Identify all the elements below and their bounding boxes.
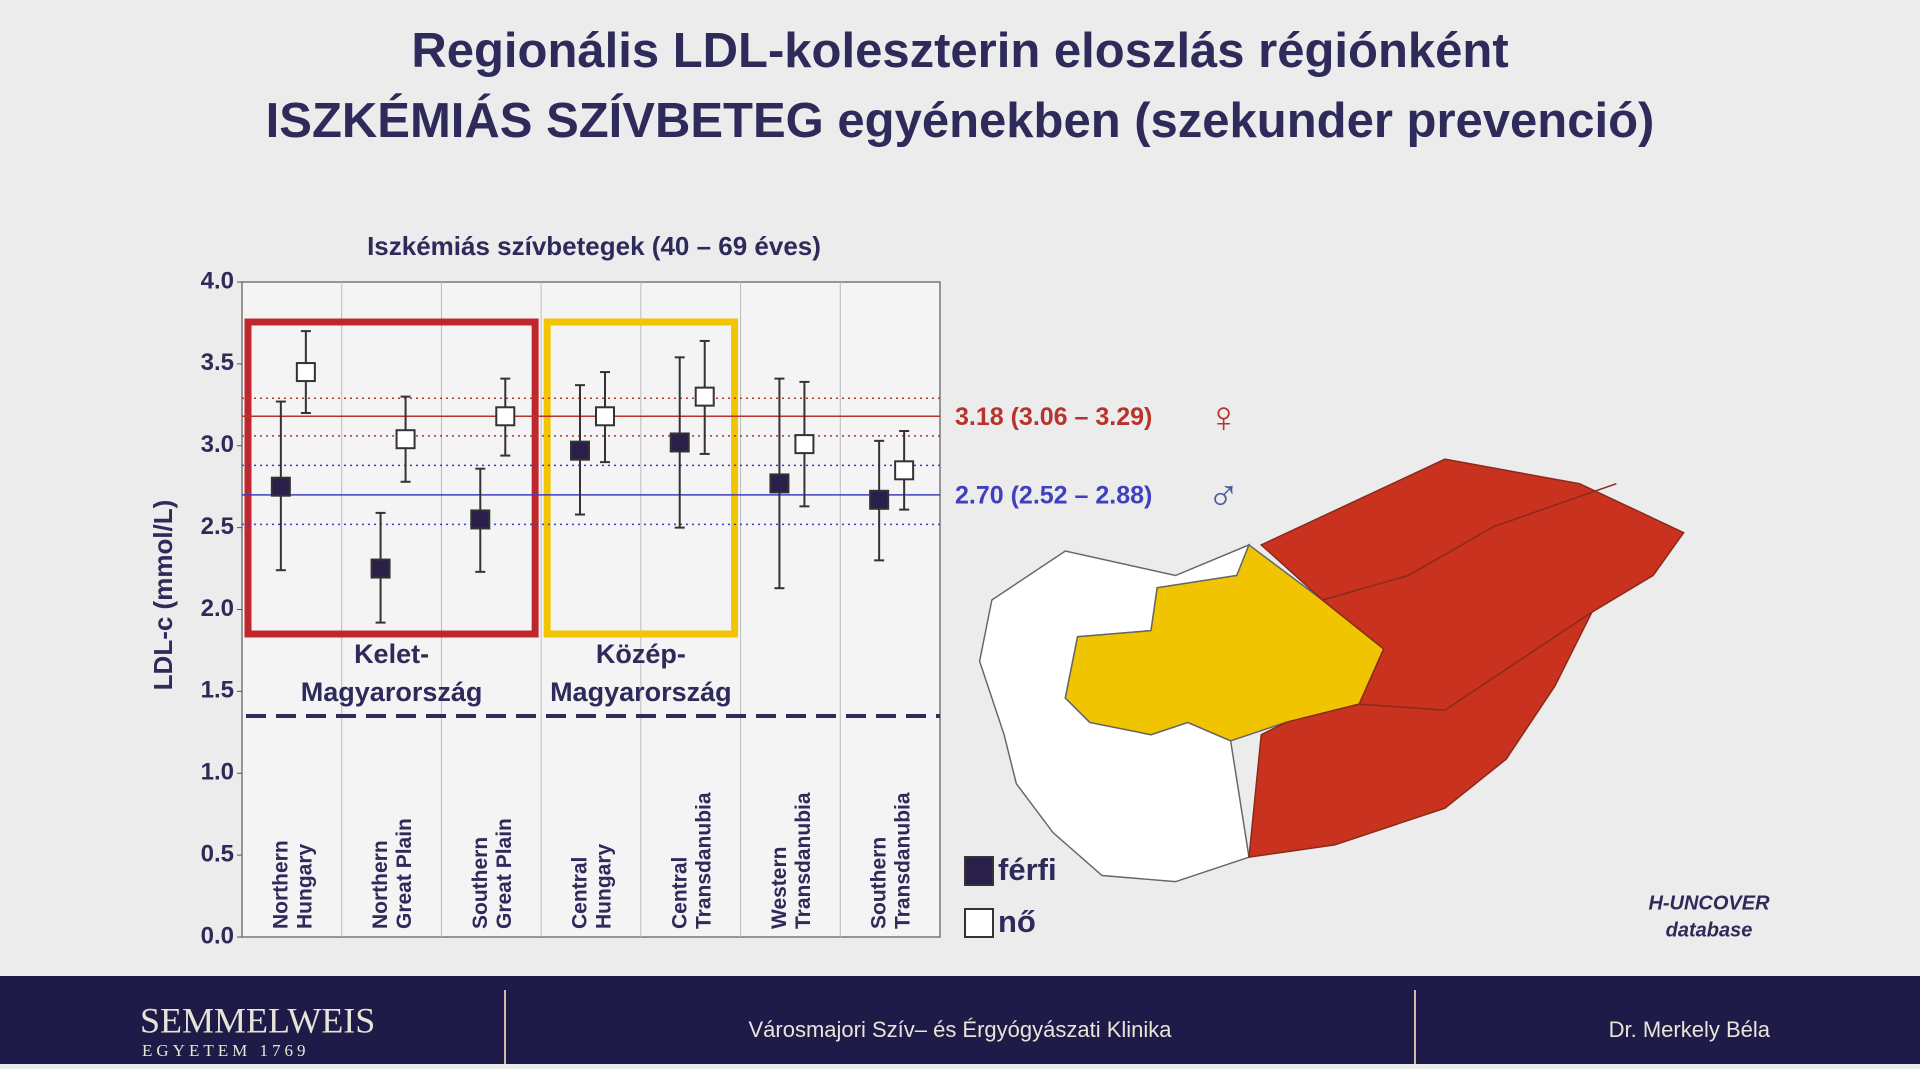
x-tick-label: Hungary: [293, 844, 316, 930]
x-tick-label: Great Plain: [493, 818, 516, 929]
source-note: database: [1666, 919, 1753, 941]
y-tick-label: 2.5: [201, 513, 234, 540]
marker: [370, 558, 391, 579]
marker: [869, 489, 890, 510]
marker: [769, 473, 790, 494]
reference-symbol: ♀: [1207, 393, 1240, 442]
footer-author: Dr. Merkely Béla: [1609, 1017, 1771, 1042]
marker: [270, 476, 291, 497]
y-tick-label: 0.0: [201, 922, 234, 949]
title-line: Regionális LDL-koleszterin eloszlás régi…: [411, 24, 1508, 78]
group-box: [543, 318, 739, 638]
legend-swatch: [964, 856, 994, 886]
footer-founded: EGYETEM 1769: [142, 1041, 309, 1060]
footer-band: [0, 976, 1920, 1064]
marker: [495, 406, 516, 427]
y-tick-label: 1.5: [201, 677, 234, 704]
group-label: Kelet-: [354, 639, 429, 669]
map-region: [1248, 458, 1685, 859]
marker: [894, 460, 915, 481]
x-tick-label: Southern: [868, 837, 891, 929]
y-tick-label: 2.0: [201, 595, 234, 622]
map: [978, 458, 1685, 883]
x-tick-label: Central: [569, 857, 592, 929]
marker: [395, 429, 416, 450]
plot-area: [241, 281, 941, 938]
y-tick-label: 3.0: [201, 431, 234, 458]
group-label: Közép-: [596, 639, 686, 669]
y-tick-label: 4.0: [201, 267, 234, 294]
reference-label: 2.70 (2.52 – 2.88): [955, 481, 1152, 509]
y-axis-label: LDL-c (mmol/L): [148, 500, 178, 691]
chart-subtitle: Iszkémiás szívbetegek (40 – 69 éves): [367, 231, 821, 261]
reference-label: 3.18 (3.06 – 3.29): [955, 403, 1152, 431]
legend-label: férfi: [998, 852, 1057, 887]
y-tick-label: 1.0: [201, 759, 234, 786]
title-line: ISZKÉMIÁS SZÍVBETEG egyénekben (szekunde…: [266, 94, 1655, 148]
footer-university: SEMMELWEIS: [140, 1000, 375, 1040]
marker: [570, 440, 590, 461]
marker: [794, 434, 815, 455]
map-border: [1322, 482, 1617, 601]
x-tick-label: Hungary: [593, 844, 616, 930]
group-box: [244, 318, 539, 638]
map-border: [1359, 611, 1593, 711]
marker: [595, 406, 615, 427]
y-tick-label: 0.5: [201, 840, 234, 867]
x-tick-label: Transdanubia: [692, 792, 715, 929]
marker: [669, 432, 690, 453]
x-tick-label: Northern: [369, 840, 392, 929]
group-label: Magyarország: [550, 677, 732, 707]
marker: [470, 509, 491, 530]
legend-swatch: [964, 908, 994, 938]
marker: [694, 386, 715, 407]
source-note: H-UNCOVER: [1648, 892, 1770, 914]
x-tick-label: Western: [768, 847, 791, 929]
y-tick-label: 3.5: [201, 349, 234, 376]
legend-label: nő: [998, 904, 1036, 939]
marker: [295, 362, 316, 383]
x-tick-label: Transdanubia: [892, 792, 915, 929]
x-tick-label: Central: [668, 857, 691, 929]
reference-symbol: ♂: [1207, 472, 1240, 521]
group-label: Magyarország: [301, 677, 483, 707]
x-tick-label: Southern: [469, 837, 492, 929]
x-tick-label: Great Plain: [393, 818, 416, 929]
footer-clinic: Városmajori Szív– és Érgyógyászati Klini…: [748, 1017, 1172, 1042]
x-tick-label: Transdanubia: [792, 792, 815, 929]
x-tick-label: Northern: [269, 840, 292, 929]
